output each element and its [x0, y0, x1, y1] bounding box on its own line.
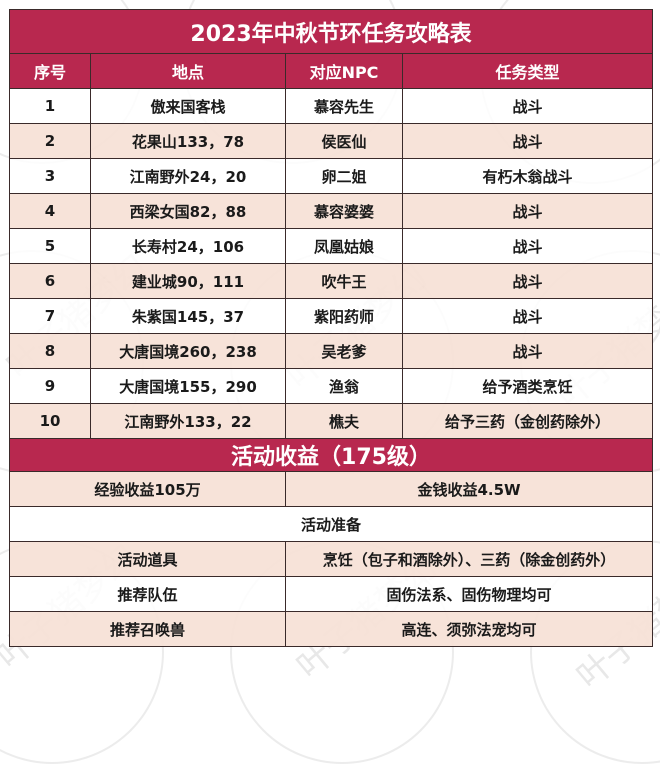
row-npc: 樵夫 [285, 403, 403, 439]
row-npc: 吴老爹 [285, 333, 403, 369]
table-title: 2023年中秋节环任务攻略表 [8, 9, 654, 54]
table-row: 7 朱紫国145，37 紫阳药师 战斗 [9, 298, 654, 334]
row-location: 西梁女国82，88 [90, 193, 286, 229]
row-no: 4 [9, 193, 91, 229]
prep-label: 推荐召唤兽 [9, 611, 286, 647]
row-location: 大唐国境260，238 [90, 333, 286, 369]
prep-value: 高连、须弥法宠均可 [284, 611, 654, 647]
table-row: 6 建业城90，111 吹牛王 战斗 [9, 263, 654, 299]
row-npc: 侯医仙 [285, 123, 403, 159]
prep-header: 活动准备 [8, 506, 654, 542]
row-location: 傲来国客栈 [90, 88, 286, 124]
row-no: 5 [9, 228, 91, 264]
row-no: 6 [9, 263, 91, 299]
row-location: 建业城90，111 [90, 263, 286, 299]
row-type: 战斗 [401, 193, 654, 229]
row-no: 10 [9, 403, 91, 439]
row-npc: 凤凰姑娘 [285, 228, 403, 264]
money-reward: 金钱收益4.5W [284, 471, 654, 507]
row-npc: 紫阳药师 [285, 298, 403, 334]
row-npc: 吹牛王 [285, 263, 403, 299]
prep-header-row: 活动准备 [8, 506, 654, 542]
row-type: 给予酒类烹饪 [401, 368, 654, 404]
row-type: 战斗 [401, 88, 654, 124]
column-header-no: 序号 [9, 53, 91, 89]
table-title-row: 2023年中秋节环任务攻略表 [8, 9, 654, 54]
table-row: 4 西梁女国82，88 慕容婆婆 战斗 [9, 193, 654, 229]
column-header-npc: 对应NPC [285, 53, 403, 89]
row-location: 朱紫国145，37 [90, 298, 286, 334]
table-row: 9 大唐国境155，290 渔翁 给予酒类烹饪 [9, 368, 654, 404]
row-type: 有朽木翁战斗 [401, 158, 654, 194]
row-type: 战斗 [401, 228, 654, 264]
row-no: 9 [9, 368, 91, 404]
table-row: 5 长寿村24，106 凤凰姑娘 战斗 [9, 228, 654, 264]
row-no: 1 [9, 88, 91, 124]
prep-row: 推荐召唤兽 高连、须弥法宠均可 [9, 611, 654, 647]
row-npc: 渔翁 [285, 368, 403, 404]
row-location: 花果山133，78 [90, 123, 286, 159]
row-type: 给予三药（金创药除外） [401, 403, 654, 439]
row-npc: 卵二姐 [285, 158, 403, 194]
row-no: 3 [9, 158, 91, 194]
row-location: 大唐国境155，290 [90, 368, 286, 404]
table-row: 3 江南野外24，20 卵二姐 有朽木翁战斗 [9, 158, 654, 194]
exp-reward: 经验收益105万 [9, 471, 286, 507]
prep-label: 推荐队伍 [9, 576, 286, 612]
rewards-header: 活动收益（175级） [8, 438, 654, 472]
row-location: 长寿村24，106 [90, 228, 286, 264]
rewards-row: 经验收益105万 金钱收益4.5W [9, 471, 654, 507]
column-header-location: 地点 [90, 53, 286, 89]
table-row: 2 花果山133，78 侯医仙 战斗 [9, 123, 654, 159]
row-npc: 慕容婆婆 [285, 193, 403, 229]
row-location: 江南野外24，20 [90, 158, 286, 194]
table-row: 1 傲来国客栈 慕容先生 战斗 [9, 88, 654, 124]
rewards-header-row: 活动收益（175级） [8, 438, 654, 472]
row-npc: 慕容先生 [285, 88, 403, 124]
quest-guide-table: 2023年中秋节环任务攻略表 序号 地点 对应NPC 任务类型 1 傲来国客栈 … [8, 9, 654, 647]
column-header-type: 任务类型 [401, 53, 654, 89]
row-no: 2 [9, 123, 91, 159]
row-no: 7 [9, 298, 91, 334]
row-type: 战斗 [401, 263, 654, 299]
row-no: 8 [9, 333, 91, 369]
prep-value: 烹饪（包子和酒除外）、三药（除金创药外） [284, 541, 654, 577]
table-row: 10 江南野外133，22 樵夫 给予三药（金创药除外） [9, 403, 654, 439]
row-location: 江南野外133，22 [90, 403, 286, 439]
prep-value: 固伤法系、固伤物理均可 [284, 576, 654, 612]
prep-row: 推荐队伍 固伤法系、固伤物理均可 [9, 576, 654, 612]
row-type: 战斗 [401, 123, 654, 159]
row-type: 战斗 [401, 333, 654, 369]
row-type: 战斗 [401, 298, 654, 334]
table-row: 8 大唐国境260，238 吴老爹 战斗 [9, 333, 654, 369]
prep-label: 活动道具 [9, 541, 286, 577]
table-header-row: 序号 地点 对应NPC 任务类型 [9, 53, 654, 89]
prep-row: 活动道具 烹饪（包子和酒除外）、三药（除金创药外） [9, 541, 654, 577]
